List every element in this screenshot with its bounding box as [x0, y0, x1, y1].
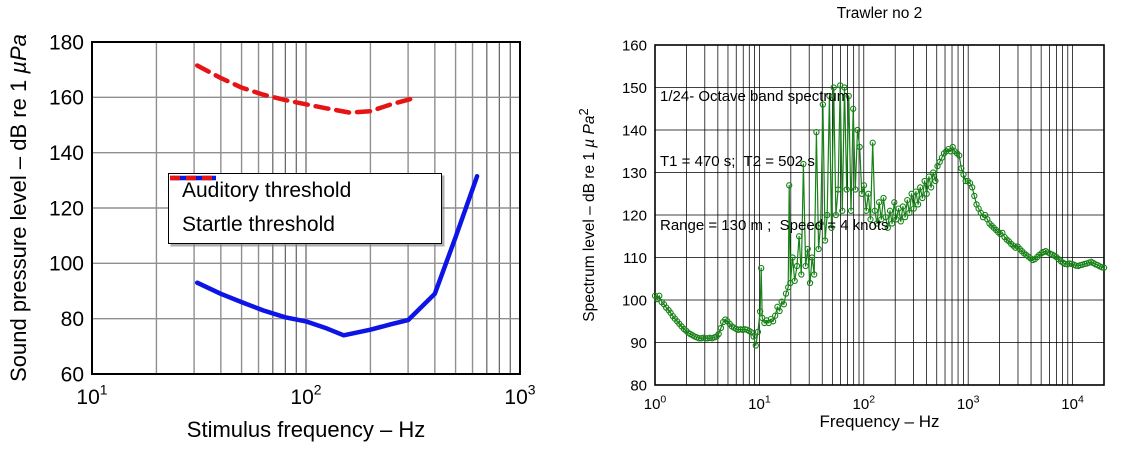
- right-x-axis-label: Frequency – Hz: [819, 412, 940, 431]
- trawler-spectrum-x-tick-label: 104: [1061, 393, 1084, 413]
- thresholds-series-0: [194, 173, 480, 338]
- trawler-spectrum-frame: [654, 44, 1105, 386]
- thresholds-y-tick-label: 80: [61, 308, 84, 331]
- thresholds-frame: [91, 41, 521, 375]
- trawler-spectrum-y-tick-label: 160: [622, 37, 647, 54]
- legend-label-startle: Startle threshold: [182, 213, 335, 236]
- thresholds-x-tick-label: 103: [504, 382, 535, 409]
- startle-line-sample: [170, 175, 216, 181]
- right-y-axis-unit: µ Pa: [581, 115, 599, 148]
- chart-title: Trawler no 2: [836, 5, 923, 22]
- trawler-spectrum-x-tick-label: 100: [644, 393, 667, 413]
- trawler-spectrum-y-tick-label: 140: [622, 122, 647, 139]
- annotation-block: 1/24- Octave band spectrum T1 = 470 s; T…: [660, 43, 889, 280]
- annotation-line-2: T1 = 470 s; T2 = 502 s: [660, 152, 815, 170]
- thresholds-x-tick-label: 101: [76, 382, 107, 409]
- thresholds-y-tick-label: 100: [49, 253, 84, 276]
- right-y-axis-unit-exponent: 2: [576, 108, 591, 116]
- thresholds-y-tick-label: 160: [49, 87, 84, 110]
- trawler-spectrum-y-tick-label: 150: [622, 80, 647, 97]
- trawler-spectrum-y-tick-label: 100: [622, 292, 647, 309]
- left-y-axis-label-text: Sound pressure level – dB re 1: [6, 73, 31, 382]
- right-y-axis-label: Spectrum level – dB re 1 µ Pa2: [576, 0, 600, 445]
- right-y-axis-label-text: Spectrum level – dB re 1: [581, 147, 599, 322]
- thresholds-plot-area: 60 80 100 120 140 160 180 101 102 103: [49, 31, 536, 409]
- left-y-axis-label: Sound pressure level – dB re 1 µPa: [6, 0, 34, 443]
- thresholds-x-tick-label: 102: [290, 382, 321, 409]
- trawler-spectrum-grid: [655, 45, 1104, 385]
- trawler-spectrum-chart: 80 90 100 110 120 130 140 150 160 100 101 102 103 104…: [570, 0, 1128, 452]
- trawler-spectrum-y-tick-label: 80: [630, 377, 647, 394]
- trawler-spectrum-x-tick-label: 103: [957, 393, 980, 413]
- legend-item-startle: Startle threshold: [169, 175, 441, 242]
- thresholds-y-tick-label: 180: [49, 31, 84, 54]
- trawler-plot-area: 80 90 100 110 120 130 140 150 160 100 101 102 103 104: [622, 37, 1108, 413]
- trawler-spectrum-y-tick-label: 90: [630, 335, 647, 352]
- legend-label-auditory: Auditory threshold: [182, 179, 352, 202]
- trawler-spectrum-x-tick-label: 102: [853, 393, 876, 413]
- left-x-axis-label: Stimulus frequency – Hz: [186, 417, 426, 442]
- left-y-axis-unit: µPa: [6, 34, 31, 74]
- annotation-line-3: Range = 130 m ; Speed = 4 knots: [660, 217, 889, 234]
- legend: Auditory threshold Startle threshold: [168, 173, 442, 244]
- trawler-spectrum-y-tick-label: 120: [622, 207, 647, 224]
- trawler-spectrum-markers: [651, 82, 1108, 349]
- thresholds-y-tick-label: 120: [49, 197, 84, 220]
- thresholds-chart: 60 80 100 120 140 160 180 101 102 103 Sound press…: [6, 0, 536, 443]
- annotation-line-1: 1/24- Octave band spectrum: [660, 88, 850, 105]
- thresholds-series-1: [194, 63, 420, 115]
- thresholds-y-tick-label: 60: [61, 363, 84, 386]
- trawler-spectrum-y-tick-label: 130: [622, 165, 647, 182]
- thresholds-y-tick-label: 140: [49, 142, 84, 165]
- trawler-spectrum-y-tick-label: 110: [623, 250, 647, 267]
- trawler-spectrum-x-tick-label: 101: [748, 393, 771, 413]
